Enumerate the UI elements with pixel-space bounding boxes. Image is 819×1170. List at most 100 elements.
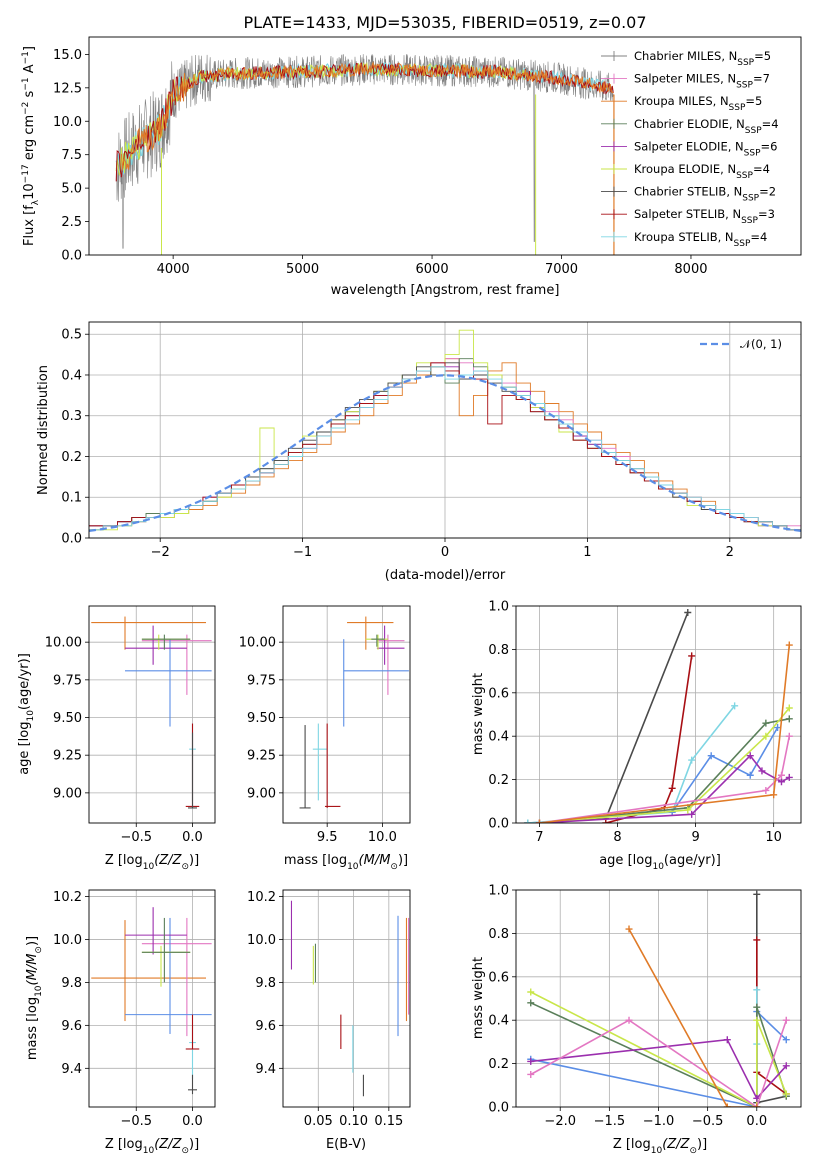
x-tick-label: −2.0 xyxy=(544,1114,576,1129)
x-tick-label: 8 xyxy=(613,830,621,845)
legend-entry: Kroupa MILES, NSSP=5 xyxy=(634,94,762,113)
y-tick-label: 0.3 xyxy=(61,409,82,424)
x-tick-label: −2 xyxy=(151,545,170,560)
x-tick-label: −1 xyxy=(293,545,312,560)
y-tick-label: 0.4 xyxy=(61,368,82,383)
y-tick-label: 9.8 xyxy=(255,976,276,991)
weight-marker xyxy=(746,752,754,760)
y-tick-label: 0.8 xyxy=(488,643,509,658)
y-axis-label: mass weight xyxy=(471,673,486,755)
y-axis-label: mass weight xyxy=(471,957,486,1039)
y-tick-label: 1.0 xyxy=(488,600,509,615)
axes-age_vs_mass: 9.5 10.0 9.00 9.25 9.50 9.75 10.00 mass [log10(… xyxy=(239,605,411,872)
y-tick-label: 0.1 xyxy=(61,491,82,506)
weight-line xyxy=(527,705,736,823)
y-tick-label: 9.25 xyxy=(53,749,82,764)
legend-entry: Salpeter MILES, NSSP=7 xyxy=(634,72,770,91)
y-tick-label: 7.5 xyxy=(61,148,82,163)
y-tick-label: 10.00 xyxy=(45,636,82,651)
weight-marker xyxy=(782,1062,790,1070)
y-tick-label: 9.4 xyxy=(255,1062,276,1077)
y-tick-label: 9.75 xyxy=(53,673,82,688)
weight-marker xyxy=(785,773,793,781)
x-tick-label: 0 xyxy=(441,545,449,560)
weight-marker xyxy=(707,752,715,760)
x-tick-label: 7 xyxy=(535,830,543,845)
y-tick-label: 10.2 xyxy=(53,890,82,905)
weight-marker xyxy=(524,819,532,823)
model-spectrum-kroupa_miles xyxy=(120,60,614,171)
axes-frame xyxy=(88,605,216,824)
plot-area xyxy=(91,907,212,1095)
axes-frame xyxy=(282,605,411,824)
x-tick-label: 0.0 xyxy=(746,1114,767,1129)
x-axis-label: (data-model)/error xyxy=(385,568,506,583)
y-tick-label: 0.2 xyxy=(61,450,82,465)
chart-title: PLATE=1433, MJD=53035, FIBERID=0519, z=0… xyxy=(243,13,646,32)
y-tick-label: 9.00 xyxy=(53,786,82,801)
x-axis-label: E(B-V) xyxy=(326,1137,366,1152)
weight-marker xyxy=(785,732,793,740)
y-tick-label: 1.0 xyxy=(488,884,509,899)
y-axis-label: Flux [fλ10−17 erg cm−2 s−1 A−1] xyxy=(21,46,41,246)
weight-line xyxy=(628,928,757,1107)
axes-weight_vs_age: 7 8 9 10 0.0 0.2 0.4 0.6 0.8 1.0 age [log10(age/yr… xyxy=(471,600,802,872)
x-tick-label: 4000 xyxy=(157,262,190,277)
plot-area xyxy=(527,890,790,1107)
x-axis-label: age [log10(age/yr)] xyxy=(599,853,721,872)
legend-entry: 𝒩(0, 1) xyxy=(740,337,782,351)
legend-entry: Chabrier MILES, NSSP=5 xyxy=(634,49,771,68)
y-axis-label: age [log10(age/yr)] xyxy=(17,653,36,775)
y-tick-label: 0.4 xyxy=(488,1014,509,1029)
y-tick-label: 10.00 xyxy=(239,636,276,651)
legend-entry: Kroupa STELIB, NSSP=4 xyxy=(634,230,767,249)
weight-marker xyxy=(753,936,761,944)
weight-marker xyxy=(770,791,778,799)
axes-mass_vs_Z: −0.5 0.0 9.4 9.6 9.8 10.0 10.2 Z [log10(Z/Z⊙)] m… xyxy=(25,889,216,1156)
weight-marker xyxy=(785,715,793,723)
weight-marker xyxy=(527,999,535,1007)
weight-marker xyxy=(527,1070,535,1078)
weight-marker xyxy=(731,702,739,710)
gaussian-curve xyxy=(89,374,801,532)
axes-residuals: −2 −1 0 1 2 0.0 0.1 0.2 0.3 0.4 0.5 (data-model)/er… xyxy=(36,321,802,583)
y-tick-label: 0.2 xyxy=(488,1057,509,1072)
weight-marker xyxy=(625,1016,633,1024)
plot-area xyxy=(89,329,801,532)
legend-entry: Salpeter ELODIE, NSSP=6 xyxy=(634,139,777,158)
weight-marker xyxy=(723,1036,731,1044)
weight-line xyxy=(539,707,790,823)
y-tick-label: 0.6 xyxy=(488,686,509,701)
x-tick-label: 5000 xyxy=(286,262,319,277)
axes-weight_vs_Z: −2.0 −1.5 −1.0 −0.5 0.0 0.0 0.2 0.4 0.6 0.8 1.0 Z [… xyxy=(471,884,802,1156)
weight-marker xyxy=(753,1016,761,1024)
legend-entry: Salpeter STELIB, NSSP=3 xyxy=(634,207,775,226)
plot-area xyxy=(91,616,212,809)
legend-entry: Chabrier STELIB, NSSP=2 xyxy=(634,185,776,204)
y-tick-label: 12.5 xyxy=(53,81,82,96)
histogram-kroupa_stelib xyxy=(89,366,801,531)
weight-marker xyxy=(753,890,761,898)
y-tick-label: 9.50 xyxy=(247,711,276,726)
weight-marker xyxy=(785,641,793,649)
axes-frame xyxy=(515,605,802,824)
weight-marker xyxy=(688,652,696,660)
y-tick-label: 9.50 xyxy=(53,711,82,726)
weight-marker xyxy=(762,719,770,727)
weight-marker xyxy=(535,819,543,823)
weight-marker xyxy=(762,786,770,794)
y-tick-label: 0.0 xyxy=(488,817,509,832)
weight-line xyxy=(539,736,791,823)
x-tick-label: 0.05 xyxy=(304,1114,333,1129)
x-tick-label: 10.0 xyxy=(368,830,397,845)
x-tick-label: 9 xyxy=(691,830,699,845)
weight-marker xyxy=(527,1057,535,1065)
y-tick-label: 2.5 xyxy=(61,215,82,230)
weight-marker xyxy=(782,1016,790,1024)
y-tick-label: 9.6 xyxy=(61,1019,82,1034)
weight-marker xyxy=(602,819,610,823)
y-tick-label: 0.6 xyxy=(488,970,509,985)
x-tick-label: 0.15 xyxy=(374,1114,403,1129)
weight-marker xyxy=(753,986,761,994)
